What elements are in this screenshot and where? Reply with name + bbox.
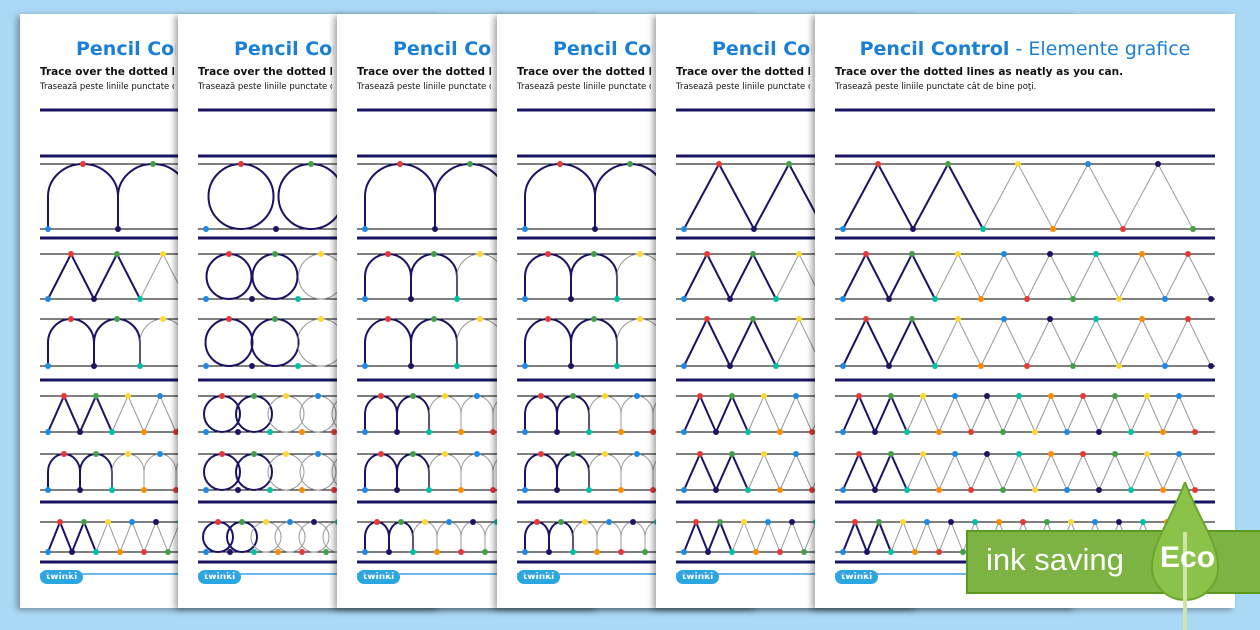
instruction-english: Trace over the dotted lines as neatly as… [517,66,651,78]
instruction-english: Trace over the dotted lines as neatly as… [357,66,491,78]
instruction-romanian: Trasează peste liniile punctate cât de b… [517,82,651,92]
instruction-romanian: Trasează peste liniile punctate cât de b… [676,82,810,92]
instruction-english: Trace over the dotted lines as neatly as… [198,66,332,78]
title-main: Pencil Control [393,38,493,60]
instruction-romanian: Trasează peste liniile punctate cât de b… [357,82,491,92]
ink-saving-label: ink saving [986,542,1124,577]
eco-label: Eco [1160,541,1216,574]
instruction-english: Trace over the dotted lines as neatly as… [676,66,810,78]
title-main: Pencil Control [76,38,176,60]
sheet-title: Pencil Control - Elemente grafice [178,38,334,60]
sheet-title: Pencil Control - Elemente grafice [337,38,493,60]
title-main: Pencil Control [553,38,653,60]
worksheet-sheet: Pencil Control - Elemente grafice Trace … [815,14,1235,608]
sheet-title: Pencil Control - Elemente grafice [497,38,653,60]
tracing-patterns [835,108,1215,575]
title-main: Pencil Control [859,38,1010,60]
title-main: Pencil Control [712,38,812,60]
sheet-title: Pencil Control - Elemente grafice [656,38,812,60]
eco-leaf-icon [1150,482,1220,630]
title-sub: - Elemente grafice [1009,38,1191,60]
instruction-english: Trace over the dotted lines as neatly as… [40,66,174,78]
instruction-romanian: Trasează peste liniile punctate cât de b… [835,82,1037,92]
title-main: Pencil Control [234,38,334,60]
instruction-romanian: Trasează peste liniile punctate cât de b… [198,82,332,92]
instruction-romanian: Trasează peste liniile punctate cât de b… [40,82,174,92]
instruction-english: Trace over the dotted lines as neatly as… [835,66,1124,78]
sheet-title: Pencil Control - Elemente grafice [20,38,176,60]
sheet-title: Pencil Control - Elemente grafice [815,38,1235,60]
